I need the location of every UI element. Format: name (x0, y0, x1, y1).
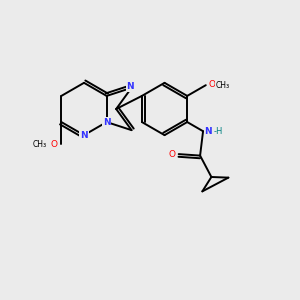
Text: -H: -H (213, 127, 223, 136)
Text: O: O (209, 80, 216, 89)
Text: N: N (127, 82, 134, 91)
Text: CH₃: CH₃ (33, 140, 47, 149)
Text: CH₃: CH₃ (216, 81, 230, 90)
Text: O: O (169, 150, 176, 159)
Text: N: N (205, 127, 212, 136)
Text: N: N (80, 130, 88, 140)
Text: O: O (50, 140, 57, 149)
Text: N: N (103, 118, 110, 127)
